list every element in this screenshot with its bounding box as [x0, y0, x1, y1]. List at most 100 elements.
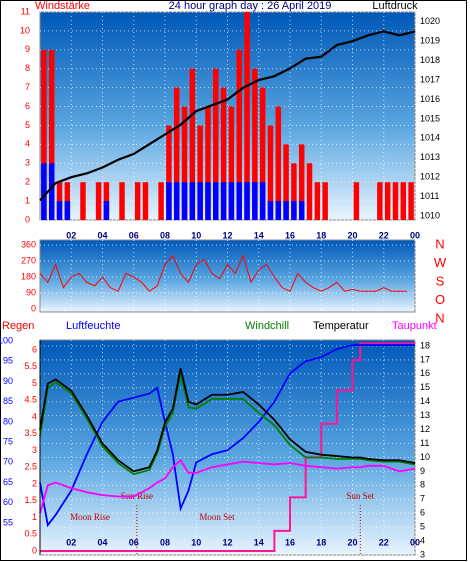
bar [259, 182, 266, 220]
bar [353, 182, 360, 220]
bar [252, 182, 258, 220]
y-tick-label: 270 [21, 255, 36, 265]
bar [291, 201, 297, 220]
bar [236, 49, 242, 221]
bar [134, 182, 141, 220]
rain-tick-label: 2.5 [24, 462, 37, 472]
y2-tick-label: 13 [420, 410, 430, 420]
x-tick-label: 18 [316, 230, 326, 240]
bar [283, 201, 289, 220]
y2-tick-label: 10 [420, 452, 430, 462]
y-tick-label: 8 [25, 63, 30, 73]
bar [41, 49, 47, 221]
y2-tick-label: 12 [420, 424, 430, 434]
x-tick-label: 10 [191, 537, 201, 547]
bar [189, 68, 196, 221]
legend-label: Luftfeuchte [66, 320, 120, 332]
x-tick-label: 22 [379, 230, 389, 240]
bar [220, 87, 227, 221]
y-tick-label: 6 [25, 101, 30, 111]
y-tick-label: 0 [31, 303, 36, 313]
bar [228, 182, 235, 220]
legend-label: Temperatur [313, 320, 369, 332]
rain-tick-label: 3 [32, 445, 37, 455]
x-tick-label: 04 [97, 537, 107, 547]
legend-label: Taupunkt [392, 320, 437, 332]
series-line [39, 458, 416, 514]
y2-tick-label: 8 [420, 480, 425, 490]
bar [220, 182, 227, 220]
bar [322, 182, 328, 220]
bar [205, 182, 211, 220]
rain-tick-label: 5.5 [24, 361, 37, 371]
y2-tick-label: 1011 [420, 191, 439, 201]
y-tick-label: 360 [21, 239, 36, 249]
y-tick-label: 1 [25, 195, 30, 205]
x-tick-label: 10 [191, 230, 201, 240]
bar [377, 182, 383, 220]
compass-label: N [435, 310, 444, 325]
rain-tick-label: 3.5 [24, 428, 37, 438]
bar [197, 182, 203, 220]
y-tick-label: 55 [3, 517, 13, 527]
y-tick-label: 80 [3, 416, 13, 426]
y-tick-label: 2 [25, 177, 30, 187]
y-tick-label: 100 [0, 335, 13, 345]
bar [119, 182, 125, 220]
y-tick-label: 0 [25, 214, 30, 224]
y2-tick-label: 14 [420, 396, 430, 406]
series-line [39, 368, 416, 473]
y2-tick-label: 18 [420, 340, 430, 350]
y2-tick-label: 11 [420, 438, 429, 448]
bar [267, 201, 274, 220]
y-tick-label: 4 [25, 139, 30, 149]
y2-tick-label: 3 [420, 549, 425, 559]
bar [275, 201, 282, 220]
bar [181, 106, 188, 220]
bar [275, 106, 282, 220]
x-tick-label: 16 [285, 230, 295, 240]
bar [314, 182, 321, 220]
y2-tick-label: 15 [420, 382, 430, 392]
y2-tick-label: 1017 [420, 74, 440, 84]
x-tick-label: 12 [222, 230, 232, 240]
rain-tick-label: 2 [32, 478, 37, 488]
annotation: Moon Rise [70, 512, 110, 522]
y2-tick-label: 1019 [420, 36, 440, 46]
bar [189, 182, 196, 220]
series-line [39, 344, 415, 528]
bar [142, 182, 149, 220]
bar [103, 201, 110, 220]
bar [56, 201, 63, 220]
bar [298, 144, 305, 220]
rain-tick-label: 5 [32, 378, 37, 388]
y2-tick-label: 1013 [420, 152, 440, 162]
y2-tick-label: 16 [420, 368, 430, 378]
x-tick-label: 12 [222, 537, 232, 547]
y2-tick-label: 1018 [420, 55, 440, 65]
bar [213, 182, 219, 220]
y2-tick-label: 17 [420, 354, 430, 364]
rain-tick-label: 6 [32, 344, 37, 354]
compass-label: N [435, 236, 444, 251]
x-tick-label: 14 [254, 537, 264, 547]
y-tick-label: 90 [26, 287, 36, 297]
x-tick-label: 20 [347, 230, 357, 240]
bar [64, 201, 71, 220]
bar [384, 182, 391, 220]
series-line [39, 254, 408, 292]
compass-label: S [436, 273, 445, 288]
legend-label: Windchill [245, 320, 289, 332]
y2-tick-label: 5 [420, 522, 425, 532]
y-tick-label: 5 [25, 120, 30, 130]
bar [291, 163, 297, 220]
bar [197, 125, 203, 220]
y2-tick-label: 1016 [420, 94, 440, 104]
bar [173, 182, 180, 220]
x-tick-label: 04 [97, 230, 107, 240]
y-tick-label: 70 [3, 457, 13, 467]
bar [244, 12, 250, 220]
chart-title: 24 hour graph day : 26 April 2019 [169, 0, 332, 12]
bar [205, 106, 211, 220]
